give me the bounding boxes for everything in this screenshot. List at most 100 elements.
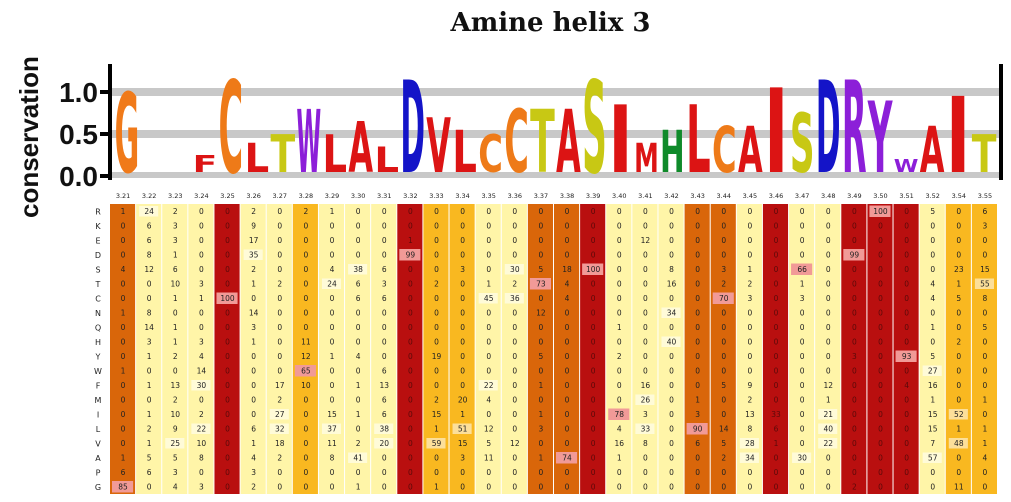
cell-value: 0 [199, 251, 204, 260]
cell-value: 0 [721, 207, 726, 216]
cell-value: 0 [512, 396, 517, 405]
cell-value: 0 [173, 367, 178, 376]
cell-value: 0 [512, 251, 517, 260]
cell-value: 0 [408, 222, 413, 231]
cell-value: 0 [225, 236, 230, 245]
cell-value: 0 [408, 309, 413, 318]
cell-value: 0 [565, 323, 570, 332]
heatmap-column [475, 204, 501, 494]
cell-value: 0 [669, 410, 674, 419]
logo-letter: A [738, 113, 763, 187]
cell-value: 0 [695, 222, 700, 231]
cell-value: 5 [930, 207, 935, 216]
cell-value: 0 [852, 454, 857, 463]
cell-value: 0 [617, 396, 622, 405]
cell-value: 2 [747, 280, 752, 289]
heatmap-column [789, 204, 815, 494]
cell-value: 0 [956, 367, 961, 376]
cell-value: 0 [356, 222, 361, 231]
svg-text:D: D [816, 56, 841, 190]
cell-value: 0 [512, 207, 517, 216]
row-label: G [95, 483, 101, 492]
cell-value: 0 [382, 338, 387, 347]
cell-value: 0 [460, 338, 465, 347]
cell-value: 0 [878, 236, 883, 245]
logo-letter: C [478, 125, 503, 185]
cell-value: 0 [225, 367, 230, 376]
cell-value: 0 [617, 367, 622, 376]
cell-value: 0 [303, 454, 308, 463]
cell-value: 0 [643, 265, 648, 274]
light-cell [426, 438, 446, 449]
cell-value: 6 [173, 265, 178, 274]
cell-value: 0 [774, 454, 779, 463]
cell-value: 0 [434, 454, 439, 463]
cell-value: 1 [147, 439, 152, 448]
cell-value: 0 [591, 454, 596, 463]
cell-value: 1 [408, 236, 413, 245]
cell-value: 0 [225, 222, 230, 231]
cell-value: 0 [956, 396, 961, 405]
cell-value: 2 [277, 280, 282, 289]
cell-value: 0 [904, 294, 909, 303]
cell-value: 0 [199, 396, 204, 405]
cell-value: 0 [878, 323, 883, 332]
cell-value: 9 [747, 381, 752, 390]
cell-value: 0 [591, 338, 596, 347]
cell-value: 5 [983, 323, 988, 332]
heatmap-column [710, 204, 736, 494]
logo-letter: S [582, 56, 607, 190]
cell-value: 3 [251, 323, 256, 332]
heatmap-column [554, 204, 580, 494]
row-label: P [96, 468, 101, 477]
cell-value: 30 [797, 454, 807, 463]
cell-value: 0 [904, 338, 909, 347]
cell-value: 99 [850, 251, 860, 260]
highlight-cell [686, 423, 708, 435]
cell-value: 0 [643, 468, 648, 477]
cell-value: 1 [983, 425, 988, 434]
svg-text:G: G [115, 70, 140, 190]
cell-value: 10 [301, 381, 311, 390]
cell-value: 0 [434, 338, 439, 347]
cell-value: 0 [539, 468, 544, 477]
cell-value: 17 [275, 381, 285, 390]
cell-value: 6 [774, 425, 779, 434]
cell-value: 12 [510, 439, 520, 448]
cell-value: 0 [721, 410, 726, 419]
cell-value: 0 [774, 367, 779, 376]
cell-value: 0 [956, 236, 961, 245]
row-label: W [94, 367, 102, 376]
cell-value: 0 [930, 222, 935, 231]
cell-value: 0 [956, 454, 961, 463]
cell-value: 8 [147, 309, 152, 318]
cell-value: 3 [460, 454, 465, 463]
light-cell [922, 365, 942, 376]
highlight-cell [294, 365, 316, 377]
cell-value: 0 [747, 207, 752, 216]
cell-value: 0 [303, 483, 308, 492]
cell-value: 0 [408, 338, 413, 347]
cell-value: 2 [199, 410, 204, 419]
cell-value: 16 [641, 381, 651, 390]
cell-value: 0 [721, 309, 726, 318]
cell-value: 0 [852, 338, 857, 347]
cell-value: 0 [277, 251, 282, 260]
column-label: 3.50 [873, 192, 887, 200]
cell-value: 0 [774, 294, 779, 303]
column-label: 3.31 [377, 192, 391, 200]
cell-value: 0 [774, 236, 779, 245]
row-label: I [97, 410, 99, 419]
cell-value: 0 [669, 468, 674, 477]
svg-text:A: A [738, 113, 763, 187]
highlight-cell [869, 205, 891, 217]
cell-value: 4 [356, 352, 361, 361]
cell-value: 0 [408, 454, 413, 463]
cell-value: 6 [147, 222, 152, 231]
cell-value: 0 [617, 280, 622, 289]
cell-value: 2 [434, 396, 439, 405]
cell-value: 0 [721, 367, 726, 376]
y-tick-label: 0.5 [59, 119, 98, 150]
cell-value: 3 [460, 265, 465, 274]
cell-value: 0 [774, 323, 779, 332]
